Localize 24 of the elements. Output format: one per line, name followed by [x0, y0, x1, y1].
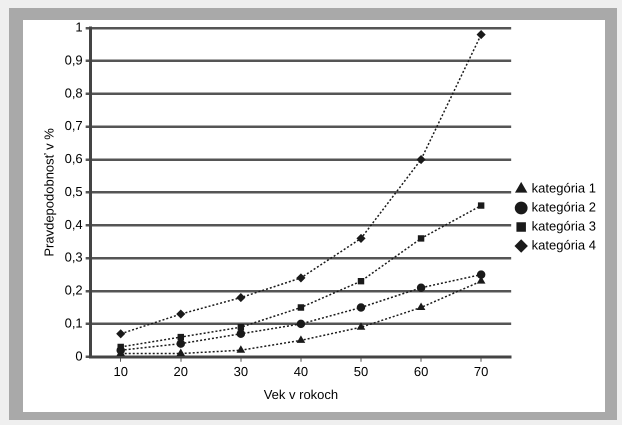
x-tick-label: 30 [234, 364, 248, 380]
y-axis-title: Pravdepodobnosť v % [41, 128, 56, 257]
y-tick-label: 0,6 [64, 151, 83, 166]
legend-label: kategória 4 [532, 238, 596, 253]
y-tick-label: 0,7 [64, 118, 83, 134]
y-tick-label: 0,9 [64, 52, 83, 68]
x-tick-label: 10 [113, 364, 128, 380]
x-tick-label: 40 [294, 364, 308, 380]
legend-label: kategória 3 [532, 218, 596, 234]
y-tick-label: 1 [75, 20, 83, 35]
y-tick-label: 0,5 [64, 184, 83, 199]
y-tick-label: 0 [75, 348, 83, 364]
legend-label: kategória 1 [532, 180, 596, 196]
y-tick-label: 0,8 [64, 85, 83, 100]
x-tick-label: 20 [174, 364, 188, 380]
y-tick-label: 0,4 [64, 216, 83, 232]
x-tick-label: 60 [414, 364, 428, 380]
y-tick-label: 0,2 [64, 282, 83, 298]
x-tick-label: 70 [474, 364, 488, 380]
y-tick-label: 0,1 [64, 316, 83, 330]
y-tick-label: 0,3 [64, 250, 83, 265]
legend-label: kategória 2 [532, 200, 596, 215]
x-axis-title: Vek v rokoch [264, 386, 338, 402]
x-tick-label: 50 [354, 364, 368, 380]
